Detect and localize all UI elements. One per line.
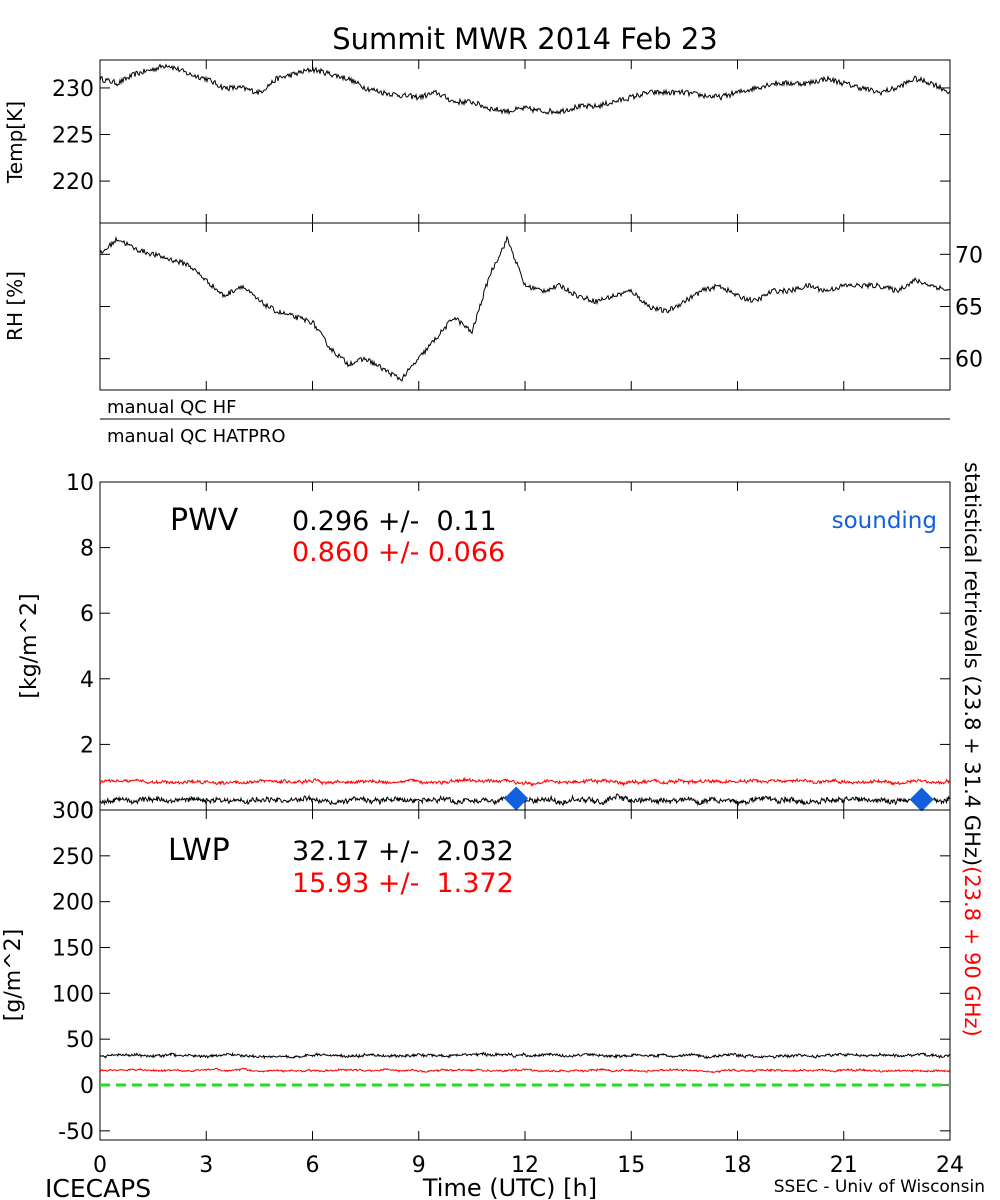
rh-series-line	[99, 235, 951, 382]
x-tick-label: 18	[724, 1153, 752, 1178]
lwp-tick-label: 150	[52, 937, 94, 962]
x-tick-label: 24	[936, 1153, 964, 1178]
time-x-ticks: 0 3 6 9 12 15 18 21 24	[93, 60, 964, 1178]
rh-tick-label: 65	[955, 296, 983, 321]
lwp-stats-red: 15.93 +/- 1.372	[292, 868, 514, 899]
lwp-y-label: [g/m^2]	[1, 929, 26, 1021]
retrieval-description: statistical retrievals (23.8 + 31.4 GHz)…	[960, 462, 984, 1037]
lwp-tick-label: 200	[52, 891, 94, 916]
rh-y-ticks: 60 65 70	[100, 243, 983, 373]
lwp-tick-label: -50	[58, 1120, 94, 1145]
pwv-y-ticks: 0 2 4 6 8 10	[66, 471, 950, 824]
temp-series-line	[99, 63, 951, 116]
pwv-label: PWV	[170, 503, 239, 538]
pwv-tick-label: 4	[80, 668, 94, 693]
lwp-stats-black: 32.17 +/- 2.032	[292, 836, 514, 867]
qc-hf-label: manual QC HF	[107, 397, 236, 418]
pwv-tick-label: 8	[80, 537, 94, 562]
rh-tick-label: 70	[955, 243, 983, 268]
pwv-panel: 0 2 4 6 8 10 [kg/m^2] PWV 0.296 +/- 0.11 0.86…	[17, 471, 951, 824]
x-tick-label: 9	[412, 1153, 426, 1178]
temp-tick-label: 225	[52, 124, 94, 149]
lwp-label: LWP	[168, 833, 230, 868]
qc-hatpro-label: manual QC HATPRO	[107, 426, 286, 447]
x-axis-label: Time (UTC) [h]	[422, 1174, 597, 1200]
sounding-markers	[504, 786, 934, 812]
retrieval-red-label: (23.8 + 90 GHz)	[960, 866, 984, 1037]
rh-frame	[99, 222, 951, 391]
retrieval-black-label: statistical retrievals (23.8 + 31.4 GHz)	[960, 462, 984, 866]
lwp-tick-label: 0	[80, 1074, 94, 1099]
lwp-y-ticks: -50 0 50 100 150 200 250 300	[52, 799, 950, 1145]
x-tick-label: 0	[93, 1153, 107, 1178]
qc-strip: manual QC HF manual QC HATPRO	[100, 397, 950, 447]
pwv-tick-label: 2	[80, 733, 94, 758]
x-tick-label: 6	[306, 1153, 320, 1178]
footer-left: ICECAPS	[45, 1174, 151, 1200]
temp-y-label: Temp[K]	[3, 101, 27, 184]
rh-tick-label: 60	[955, 348, 983, 373]
pwv-tick-label: 10	[66, 471, 94, 496]
pwv-tick-label: 0	[80, 799, 94, 824]
temp-frame	[99, 59, 951, 224]
rh-panel: 60 65 70 RH [%]	[3, 222, 983, 391]
rh-y-label: RH [%]	[3, 271, 27, 341]
pwv-tick-label: 6	[80, 602, 94, 627]
sounding-legend-label: sounding	[832, 508, 937, 534]
pwv-stats-black: 0.296 +/- 0.11	[292, 506, 497, 537]
pwv-red-series-line	[99, 776, 951, 788]
lwp-tick-label: 50	[66, 1028, 94, 1053]
pwv-stats-red: 0.860 +/- 0.066	[292, 537, 505, 568]
footer-right: SSEC - Univ of Wisconsin	[774, 1177, 985, 1197]
lwp-tick-label: 300	[52, 799, 94, 824]
x-tick-label: 15	[617, 1153, 645, 1178]
sounding-marker	[909, 787, 934, 812]
chart-title: Summit MWR 2014 Feb 23	[332, 22, 717, 56]
lwp-black-series-line	[99, 1051, 951, 1060]
x-tick-label: 21	[830, 1153, 858, 1178]
lwp-tick-label: 100	[52, 982, 94, 1007]
pwv-y-label: [kg/m^2]	[17, 593, 42, 698]
temp-panel: 220 225 230 Temp[K]	[3, 59, 951, 224]
x-tick-label: 3	[199, 1153, 213, 1178]
x-tick-label: 12	[511, 1153, 539, 1178]
temp-tick-label: 230	[52, 77, 94, 102]
lwp-tick-label: 250	[52, 845, 94, 870]
sounding-marker	[504, 786, 529, 811]
temp-y-ticks: 220 225 230	[52, 77, 950, 195]
temp-tick-label: 220	[52, 170, 94, 195]
lwp-red-series-line	[99, 1067, 951, 1074]
